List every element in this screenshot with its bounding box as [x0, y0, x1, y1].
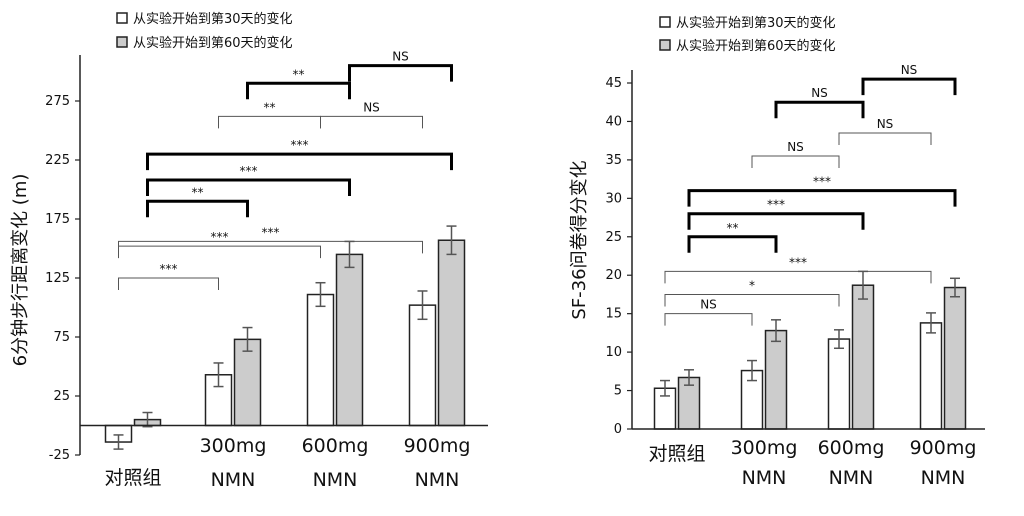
legend-swatch-1: [116, 12, 128, 24]
y-tick-label: 40: [605, 114, 622, 129]
significance-label: NS: [877, 117, 894, 131]
category-label-1: 对照组: [104, 467, 161, 489]
significance-bracket: [664, 270, 932, 284]
significance-label: NS: [787, 140, 804, 154]
y-tick-label: 25: [605, 230, 622, 245]
bar-60d-3: [851, 284, 875, 430]
y-tick-label: 175: [45, 212, 70, 227]
bar-60d-3: [335, 253, 364, 427]
legend-label-1: 从实验开始到第30天的变化: [133, 11, 293, 27]
y-tick-label: 25: [53, 389, 70, 404]
significance-bracket: [146, 152, 453, 171]
y-tick-label: 125: [45, 271, 70, 286]
significance-label: *: [749, 278, 755, 292]
y-tick-label: 225: [45, 153, 70, 168]
category-label-4: NMN: [921, 467, 966, 489]
category-label-4: 900mg: [910, 437, 977, 459]
significance-bracket: [218, 115, 321, 129]
significance-label: **: [293, 67, 305, 81]
significance-bracket: [774, 100, 865, 119]
bar-30d-3: [306, 293, 335, 427]
bar-60d-2: [233, 338, 262, 427]
significance-label: ***: [767, 198, 785, 212]
significance-bracket: [348, 64, 453, 82]
significance-label: ***: [291, 138, 309, 152]
significance-bracket: [320, 115, 423, 129]
significance-bracket: [751, 155, 840, 169]
y-tick-label: 5: [614, 384, 622, 399]
category-label-1: 对照组: [648, 443, 705, 465]
y-tick-label: 30: [605, 191, 622, 206]
significance-label: ***: [211, 230, 229, 244]
significance-label: ***: [160, 262, 178, 276]
category-label-3: NMN: [313, 469, 358, 491]
significance-bracket: [687, 212, 865, 230]
y-tick-label: 35: [605, 153, 622, 168]
significance-bracket: [861, 77, 957, 96]
significance-label: NS: [901, 63, 918, 77]
legend-label-1: 从实验开始到第30天的变化: [676, 15, 836, 31]
y-tick-label: 45: [605, 76, 622, 91]
category-label-2: 300mg: [731, 437, 798, 459]
category-label-2: 300mg: [200, 435, 267, 457]
significance-label: NS: [700, 298, 717, 312]
y-tick-label: 0: [614, 422, 622, 437]
category-label-3: NMN: [829, 467, 874, 489]
y-tick-label: 20: [605, 268, 622, 283]
bar-30d-3: [827, 338, 851, 430]
significance-bracket: [146, 199, 249, 218]
legend-label-2: 从实验开始到第60天的变化: [676, 38, 836, 54]
significance-label: **: [264, 100, 276, 114]
significance-bracket: [146, 178, 351, 197]
significance-label: **: [727, 221, 739, 235]
bar-30d-4: [919, 322, 943, 430]
significance-bracket: [246, 81, 351, 100]
category-label-3: 600mg: [302, 435, 369, 457]
significance-label: NS: [811, 86, 828, 100]
significance-bracket: [838, 132, 932, 145]
significance-label: NS: [363, 100, 380, 114]
significance-label: ***: [789, 255, 807, 269]
significance-bracket: [118, 240, 423, 254]
category-label-4: 900mg: [404, 435, 471, 457]
y-tick-label: 275: [45, 94, 70, 109]
category-label-2: NMN: [742, 467, 787, 489]
y-tick-label: 15: [605, 307, 622, 322]
significance-bracket: [664, 293, 840, 307]
significance-label: ***: [813, 175, 831, 189]
significance-bracket: [118, 245, 321, 259]
significance-label: ***: [262, 225, 280, 239]
legend-label-2: 从实验开始到第60天的变化: [133, 35, 293, 51]
bar-60d-2: [764, 329, 788, 430]
y-tick-label: 10: [605, 345, 622, 360]
y-tick-label: 75: [53, 330, 70, 345]
legend-swatch-1: [659, 16, 671, 28]
significance-bracket: [687, 189, 957, 207]
y-tick-label: -25: [49, 448, 70, 463]
legend-swatch-2: [116, 36, 128, 48]
category-label-3: 600mg: [818, 437, 885, 459]
legend-swatch-2: [659, 39, 671, 51]
significance-label: **: [192, 185, 204, 199]
bar-60d-4: [437, 239, 466, 427]
significance-bracket: [664, 313, 753, 326]
category-label-4: NMN: [415, 469, 460, 491]
category-label-2: NMN: [211, 469, 256, 491]
significance-bracket: [687, 235, 778, 253]
bar-60d-4: [943, 286, 967, 430]
significance-label: NS: [392, 50, 409, 64]
y-axis-label: 6分钟步行距离变化 (m): [10, 174, 31, 367]
significance-bracket: [118, 277, 219, 290]
bar-30d-4: [408, 304, 437, 427]
significance-label: ***: [240, 164, 258, 178]
y-axis-label: SF-36问卷得分变化: [569, 160, 590, 319]
